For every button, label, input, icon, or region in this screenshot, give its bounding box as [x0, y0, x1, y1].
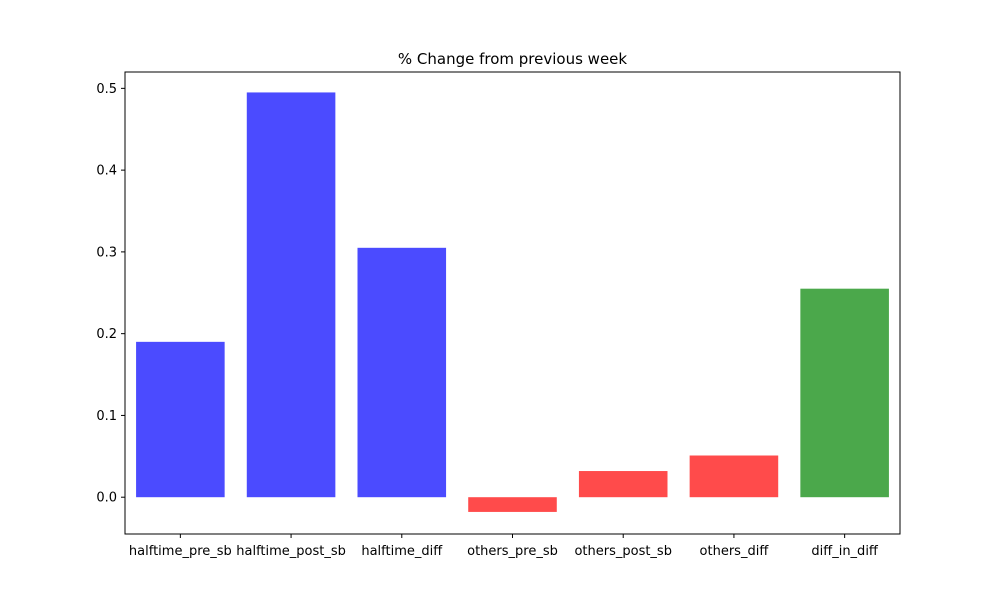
bar-halftime_diff [357, 247, 447, 498]
x-tick-label: others_pre_sb [467, 544, 558, 559]
y-axis: 0.0 0.1 0.2 0.3 0.4 0.5 [96, 82, 125, 506]
y-tick-label: 0.1 [96, 409, 117, 424]
x-tick-label: others_diff [700, 544, 770, 559]
bar-others_post_sb [578, 471, 668, 498]
y-tick-label: 0.0 [96, 491, 117, 506]
x-tick-label: halftime_diff [361, 544, 443, 559]
y-tick-label: 0.5 [96, 82, 117, 97]
bar-diff_in_diff [800, 288, 889, 498]
x-tick-label: diff_in_diff [811, 544, 879, 559]
x-tick-label: halftime_post_sb [236, 544, 346, 559]
x-axis: halftime_pre_sb halftime_post_sb halftime_… [129, 534, 879, 559]
bar-others_diff [689, 455, 779, 498]
y-tick-label: 0.3 [96, 245, 117, 260]
x-tick-label: others_post_sb [574, 544, 672, 559]
bars [136, 92, 889, 512]
bar-others_pre_sb [468, 497, 557, 512]
chart-title: % Change from previous week [398, 50, 628, 68]
bar-halftime_pre_sb [136, 341, 225, 498]
y-tick-label: 0.4 [96, 164, 117, 179]
y-tick-label: 0.2 [96, 327, 117, 342]
x-tick-label: halftime_pre_sb [129, 544, 232, 559]
bar-halftime_post_sb [246, 92, 336, 498]
plot-frame [124, 71, 901, 535]
